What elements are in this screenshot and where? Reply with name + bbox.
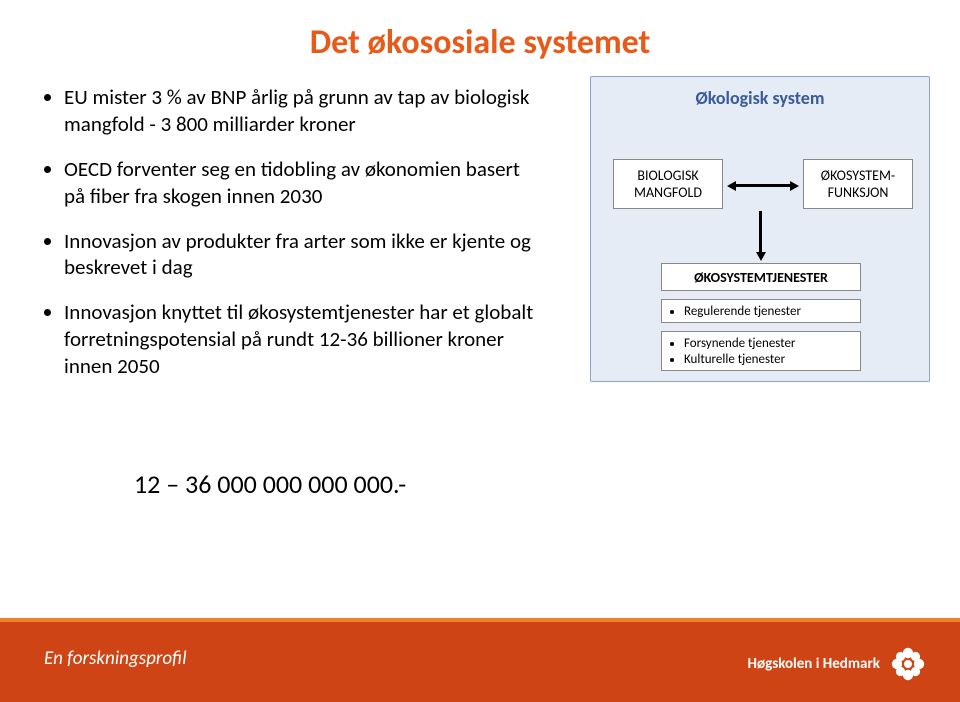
- list-item: OECD forventer seg en tidobling av økono…: [64, 156, 544, 210]
- slide-title: Det økososiale systemet: [0, 22, 960, 63]
- diagram-container: Økologisk system BIOLOGISK MANGFOLD ØKOS…: [590, 76, 930, 382]
- big-number: 12 – 36 000 000 000 000.-: [134, 468, 406, 500]
- service-item: Forsynende tjenester: [684, 336, 854, 352]
- box-regulerende: Regulerende tjenester: [661, 299, 861, 323]
- service-item: Regulerende tjenester: [684, 304, 854, 320]
- diagram-title: Økologisk system: [591, 87, 929, 109]
- institution-name: Høgskolen i Hedmark: [747, 655, 880, 673]
- list-item: EU mister 3 % av BNP årlig på grunn av t…: [64, 84, 544, 138]
- list-item: Innovasjon knyttet til økosystemtjeneste…: [64, 299, 544, 380]
- box-forsynende-kulturelle: Forsynende tjenester Kulturelle tjeneste…: [661, 331, 861, 371]
- flower-icon: [888, 644, 928, 684]
- double-arrow-icon: [727, 181, 799, 191]
- institution-logo: Høgskolen i Hedmark: [747, 644, 928, 684]
- box-okosystemtjenester: ØKOSYSTEMTJENESTER: [661, 263, 861, 291]
- list-item: Innovasjon av produkter fra arter som ik…: [64, 228, 544, 282]
- bullet-list: EU mister 3 % av BNP årlig på grunn av t…: [44, 84, 544, 398]
- service-item: Kulturelle tjenester: [684, 352, 854, 368]
- slide: Det økososiale systemet EU mister 3 % av…: [0, 0, 960, 702]
- footer: En forskningsprofil Høgskolen i Hedmark: [0, 610, 960, 702]
- box-biologisk-mangfold: BIOLOGISK MANGFOLD: [613, 159, 723, 209]
- footer-tagline: En forskningsprofil: [44, 647, 187, 670]
- down-arrow-icon: [756, 211, 766, 261]
- box-okosystem-funksjon: ØKOSYSTEM-FUNKSJON: [803, 159, 913, 209]
